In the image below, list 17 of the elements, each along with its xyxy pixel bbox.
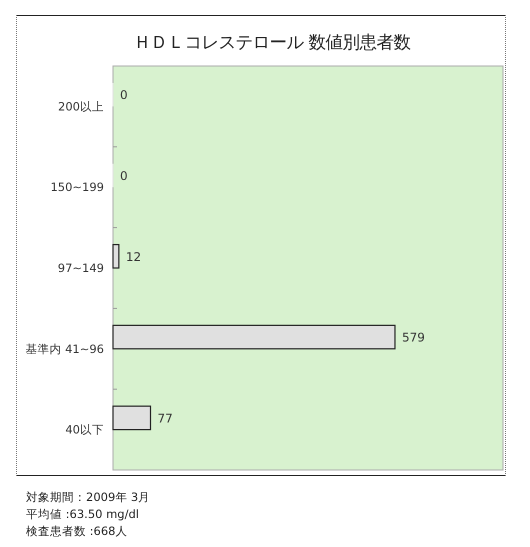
y-tick-label: 200以上: [58, 99, 104, 114]
y-tick-label: 150~199: [50, 180, 104, 194]
y-tick-label: 40以下: [65, 422, 104, 437]
y-tick-label: 基準内 41~96: [25, 342, 104, 356]
bar: [112, 324, 396, 350]
data-label: 0: [120, 88, 128, 102]
data-label: 579: [402, 330, 425, 345]
bar: [112, 406, 152, 430]
data-label: 0: [120, 168, 128, 183]
y-tick-label: 97~149: [58, 261, 104, 275]
bar: [112, 244, 120, 269]
text: 検査患者数 :668人: [26, 524, 128, 538]
data-label: 12: [126, 250, 142, 264]
data-label: 77: [158, 411, 173, 426]
chart-title: ＨＤＬコレステロール 数値別患者数: [133, 33, 411, 53]
text: 対象期間：2009年 3月: [26, 490, 150, 504]
text: 平均値 :63.50 mg/dl: [26, 507, 139, 521]
